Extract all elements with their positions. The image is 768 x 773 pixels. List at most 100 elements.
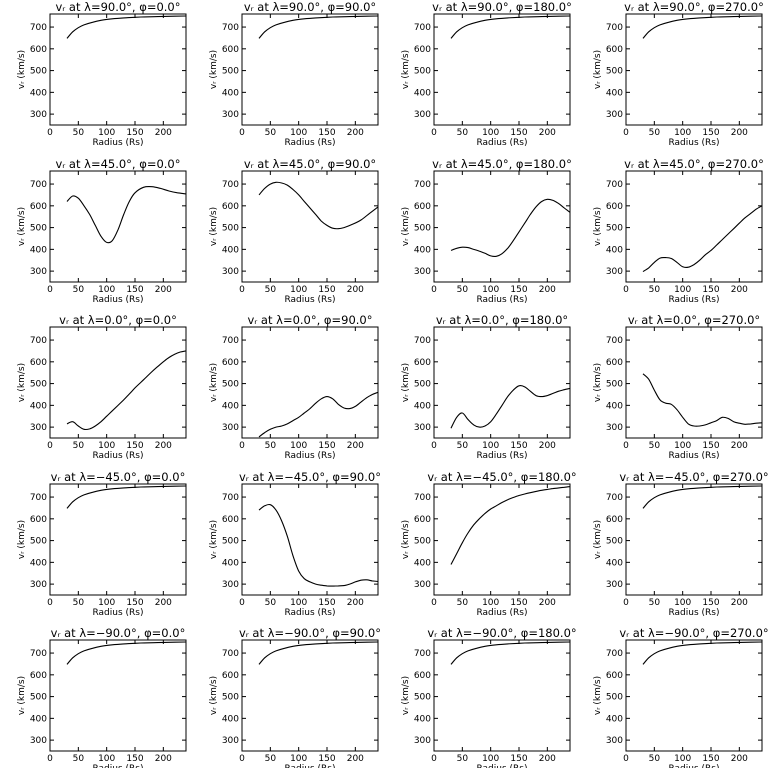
- panel-3-3: vᵣ at λ=0.0°, φ=180.0° 0 50 100 150 200 300 400…: [401, 313, 571, 461]
- x-tick-label: 50: [265, 598, 277, 608]
- series-line: [450, 641, 571, 665]
- y-tick-label: 400: [414, 558, 431, 568]
- y-tick-label: 300: [414, 580, 431, 590]
- panel-1-2: vᵣ at λ=90.0°, φ=90.0° 0 50 100 150 200 300 400…: [209, 0, 379, 148]
- y-tick-label: 400: [30, 245, 47, 255]
- x-tick-label: 200: [539, 754, 556, 764]
- y-tick-label: 400: [606, 714, 623, 724]
- y-tick-label: 700: [606, 180, 623, 190]
- y-tick-label: 700: [606, 493, 623, 503]
- panel-5-3: vᵣ at λ=−90.0°, φ=180.0° 0 50 100 150 200 300 4…: [401, 626, 577, 773]
- y-tick-label: 300: [222, 267, 239, 277]
- panel-title: vᵣ at λ=0.0°, φ=0.0°: [59, 313, 177, 327]
- panel-4-1: vᵣ at λ=−45.0°, φ=0.0° 0 50 100 150 200 300 400…: [17, 470, 187, 618]
- series-line: [450, 385, 571, 429]
- panel-2-2: vᵣ at λ=45.0°, φ=90.0° 0 50 100 150 200 300 400…: [209, 157, 379, 305]
- series-line: [642, 485, 763, 509]
- panel-title: vᵣ at λ=45.0°, φ=90.0°: [244, 157, 376, 171]
- panel-1-4: vᵣ at λ=90.0°, φ=270.0° 0 50 100 150 200 300 40…: [593, 0, 764, 148]
- x-tick-label: 50: [649, 285, 661, 295]
- panel-title: vᵣ at λ=45.0°, φ=270.0°: [624, 157, 764, 171]
- series-line: [66, 350, 187, 431]
- y-tick-label: 700: [222, 336, 239, 346]
- y-axis-label: vᵣ (km/s): [401, 520, 411, 559]
- x-tick-label: 200: [539, 128, 556, 138]
- x-tick-label: 150: [126, 441, 143, 451]
- x-tick-label: 0: [47, 285, 53, 295]
- x-tick-label: 100: [290, 441, 307, 451]
- x-tick-label: 150: [702, 754, 719, 764]
- x-tick-label: 200: [539, 285, 556, 295]
- y-tick-label: 700: [606, 336, 623, 346]
- x-tick-label: 200: [155, 441, 172, 451]
- x-axis-label: Radius (Rs): [476, 295, 527, 305]
- x-tick-label: 50: [457, 754, 469, 764]
- x-tick-label: 50: [457, 285, 469, 295]
- panel-title: vᵣ at λ=−45.0°, φ=0.0°: [51, 470, 186, 484]
- x-tick-label: 200: [731, 441, 748, 451]
- x-tick-label: 150: [510, 441, 527, 451]
- y-tick-label: 700: [30, 493, 47, 503]
- y-axis-label: vᵣ (km/s): [593, 676, 603, 715]
- x-tick-label: 150: [318, 285, 335, 295]
- y-tick-label: 700: [222, 649, 239, 659]
- plot-frame: [625, 13, 763, 126]
- x-axis-label: Radius (Rs): [668, 608, 719, 618]
- x-tick-label: 50: [649, 598, 661, 608]
- x-tick-label: 200: [347, 441, 364, 451]
- y-tick-label: 600: [414, 671, 431, 681]
- plot-frame: [241, 639, 379, 752]
- panel-2-3: vᵣ at λ=45.0°, φ=180.0° 0 50 100 150 200 300 40…: [401, 157, 572, 305]
- x-tick-label: 50: [457, 128, 469, 138]
- y-tick-label: 300: [414, 110, 431, 120]
- y-axis-label: vᵣ (km/s): [209, 207, 219, 246]
- series-line: [66, 15, 187, 39]
- plot-frame: [625, 326, 763, 439]
- x-tick-label: 100: [674, 754, 691, 764]
- panel-title: vᵣ at λ=45.0°, φ=0.0°: [55, 157, 180, 171]
- x-tick-label: 0: [431, 598, 437, 608]
- y-tick-label: 600: [414, 515, 431, 525]
- plot-frame: [433, 13, 571, 126]
- panel-1-1: vᵣ at λ=90.0°, φ=0.0° 0 50 100 150 200 300 400 5…: [17, 0, 187, 148]
- x-axis-label: Radius (Rs): [284, 295, 335, 305]
- x-tick-label: 200: [347, 285, 364, 295]
- y-tick-label: 400: [30, 558, 47, 568]
- x-tick-label: 100: [674, 598, 691, 608]
- panel-title: vᵣ at λ=−45.0°, φ=90.0°: [239, 470, 381, 484]
- y-tick-label: 300: [606, 110, 623, 120]
- x-axis-label: Radius (Rs): [476, 764, 527, 768]
- x-tick-label: 50: [457, 598, 469, 608]
- x-tick-label: 0: [239, 128, 245, 138]
- y-tick-label: 300: [414, 267, 431, 277]
- x-axis-label: Radius (Rs): [284, 451, 335, 461]
- plot-frame: [625, 639, 763, 752]
- y-tick-label: 500: [414, 380, 431, 390]
- y-tick-label: 700: [414, 649, 431, 659]
- x-tick-label: 150: [126, 754, 143, 764]
- x-tick-label: 100: [290, 285, 307, 295]
- y-tick-label: 400: [222, 88, 239, 98]
- x-tick-label: 200: [731, 285, 748, 295]
- plot-frame: [49, 483, 187, 596]
- x-tick-label: 50: [73, 285, 85, 295]
- x-tick-label: 0: [623, 754, 629, 764]
- y-axis-label: vᵣ (km/s): [209, 50, 219, 89]
- x-tick-label: 150: [510, 128, 527, 138]
- y-tick-label: 700: [606, 23, 623, 33]
- panel-title: vᵣ at λ=−90.0°, φ=180.0°: [427, 626, 576, 640]
- y-tick-label: 500: [606, 67, 623, 77]
- y-tick-label: 400: [222, 401, 239, 411]
- y-tick-label: 300: [222, 736, 239, 746]
- x-tick-label: 200: [731, 128, 748, 138]
- x-tick-label: 0: [431, 285, 437, 295]
- y-tick-label: 600: [30, 202, 47, 212]
- x-axis-label: Radius (Rs): [476, 451, 527, 461]
- y-tick-label: 300: [606, 580, 623, 590]
- y-tick-label: 500: [30, 537, 47, 547]
- y-tick-label: 600: [606, 358, 623, 368]
- panel-title: vᵣ at λ=−90.0°, φ=270.0°: [619, 626, 768, 640]
- series-line: [258, 641, 379, 665]
